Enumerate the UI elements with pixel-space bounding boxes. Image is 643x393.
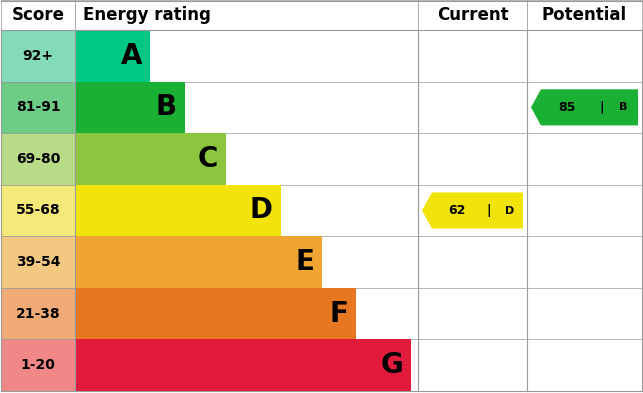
- Text: D: D: [249, 196, 273, 224]
- Text: 85: 85: [558, 101, 575, 114]
- Polygon shape: [531, 89, 638, 125]
- Bar: [1, 0, 75, 30]
- Bar: [75, 133, 226, 185]
- Text: B: B: [156, 94, 177, 121]
- Bar: [1, 185, 75, 236]
- Text: 62: 62: [448, 204, 466, 217]
- Bar: [418, 0, 527, 30]
- Text: |: |: [599, 101, 604, 114]
- Text: G: G: [381, 351, 403, 379]
- Bar: [1, 133, 75, 185]
- Text: E: E: [295, 248, 314, 276]
- Bar: [527, 0, 642, 30]
- Text: B: B: [619, 102, 627, 112]
- Bar: [75, 236, 322, 288]
- Text: C: C: [197, 145, 218, 173]
- Text: 21-38: 21-38: [15, 307, 60, 321]
- Text: D: D: [505, 206, 514, 215]
- Text: 55-68: 55-68: [15, 204, 60, 217]
- Bar: [1, 82, 75, 133]
- Text: 39-54: 39-54: [15, 255, 60, 269]
- Text: F: F: [329, 299, 349, 328]
- Bar: [1, 340, 75, 391]
- Polygon shape: [422, 193, 523, 229]
- Bar: [75, 288, 356, 340]
- Text: Score: Score: [12, 6, 64, 24]
- Bar: [1, 288, 75, 340]
- Bar: [1, 30, 75, 82]
- Bar: [75, 0, 418, 30]
- Text: Energy rating: Energy rating: [83, 6, 211, 24]
- Text: Current: Current: [437, 6, 509, 24]
- Text: 81-91: 81-91: [15, 100, 60, 114]
- Text: |: |: [487, 204, 491, 217]
- Text: 92+: 92+: [23, 49, 53, 63]
- Bar: [75, 185, 281, 236]
- Text: 69-80: 69-80: [16, 152, 60, 166]
- Text: A: A: [121, 42, 143, 70]
- Text: Potential: Potential: [542, 6, 627, 24]
- Bar: [75, 82, 185, 133]
- Bar: [75, 30, 150, 82]
- Bar: [1, 236, 75, 288]
- Bar: [75, 340, 411, 391]
- Text: 1-20: 1-20: [21, 358, 55, 372]
